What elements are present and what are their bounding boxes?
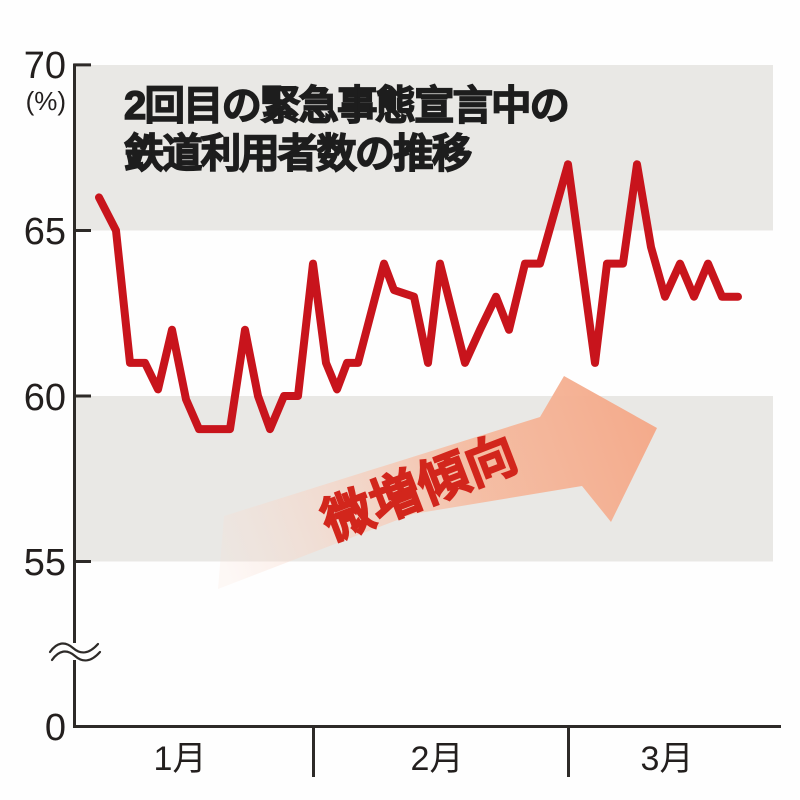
y-axis-unit: (%) xyxy=(26,86,66,116)
usage-line xyxy=(95,160,742,434)
y-axis-label-60: 60 xyxy=(24,377,66,419)
y-axis-label-65: 65 xyxy=(24,211,66,253)
x-axis-label-jan: 1月 xyxy=(154,740,207,778)
chart-title-line1: 2回目の緊急事態宣言中の xyxy=(124,84,568,128)
axis-break-icon xyxy=(48,642,102,662)
chart-title-line2: 鉄道利用者数の推移 xyxy=(124,132,472,176)
y-axis-label-70: 70 xyxy=(24,45,66,87)
trend-arrow xyxy=(218,376,657,589)
x-axis-label-mar: 3月 xyxy=(641,740,694,778)
y-axis-label-0: 0 xyxy=(45,707,66,749)
y-axis-label-55: 55 xyxy=(24,542,66,584)
grid-band xyxy=(76,65,773,231)
x-axis-label-feb: 2月 xyxy=(411,740,464,778)
